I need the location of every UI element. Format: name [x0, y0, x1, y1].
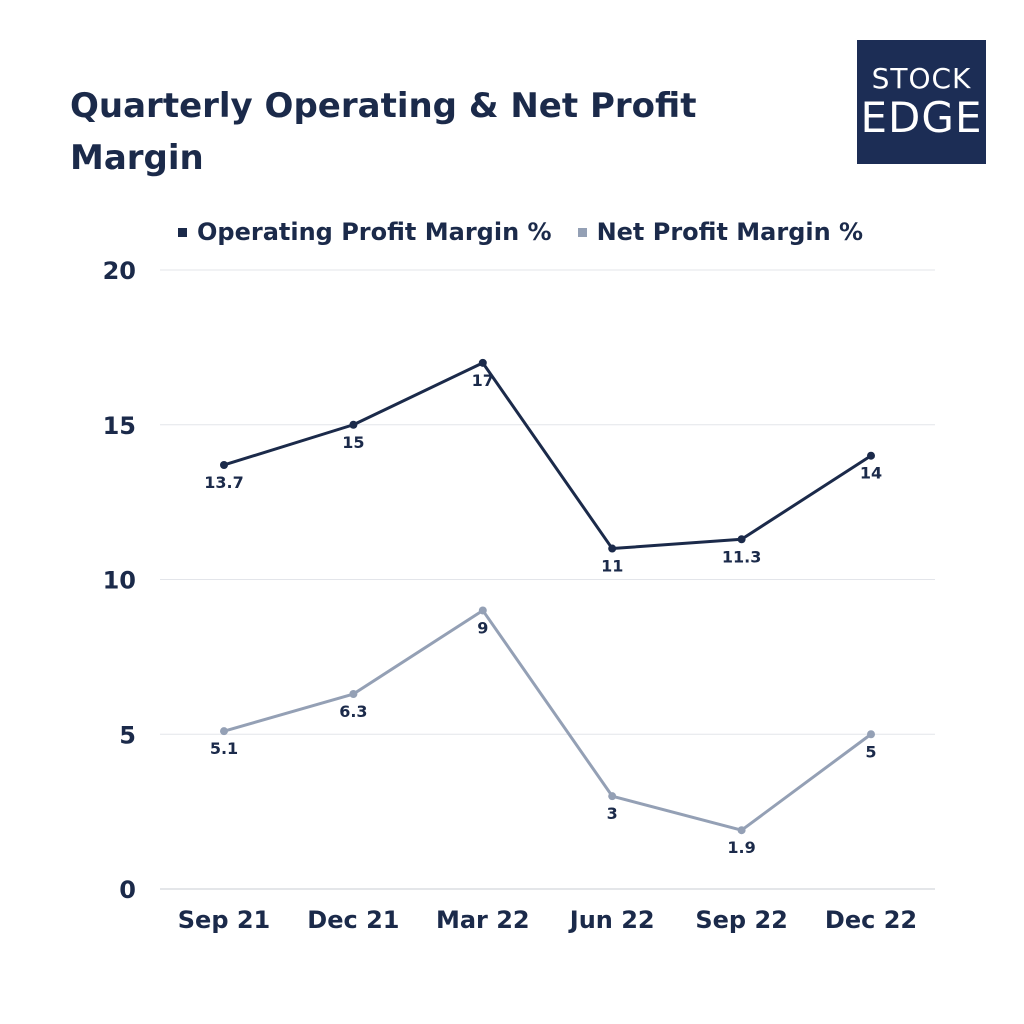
series-line-net — [222, 608, 873, 832]
data-label: 14 — [860, 464, 882, 483]
x-tick-label: Sep 22 — [695, 906, 788, 934]
data-label: 11.3 — [722, 547, 761, 566]
x-tick-label: Dec 22 — [825, 906, 917, 934]
data-label: 9 — [477, 618, 488, 637]
data-label: 11 — [601, 557, 623, 576]
chart-legend: Operating Profit Margin % Net Profit Mar… — [178, 218, 889, 246]
data-label: 6.3 — [339, 702, 367, 721]
legend-item-operating: Operating Profit Margin % — [178, 218, 552, 246]
logo-line-1: STOCK — [871, 62, 972, 95]
y-tick-label: 0 — [119, 876, 136, 904]
x-tick-label: Jun 22 — [568, 906, 655, 934]
legend-swatch-operating — [178, 227, 187, 237]
data-point — [608, 792, 617, 801]
x-tick-label: Dec 21 — [307, 906, 399, 934]
data-point — [478, 358, 487, 367]
data-point — [608, 544, 617, 553]
logo-line-2: EDGE — [860, 93, 983, 142]
data-label: 15 — [342, 433, 364, 452]
chart-title: Quarterly Operating & Net Profit Margin — [70, 86, 697, 178]
data-point — [220, 727, 228, 736]
data-label: 13.7 — [204, 473, 243, 492]
data-label: 5 — [865, 742, 876, 761]
data-point — [737, 535, 746, 544]
y-tick-label: 15 — [103, 412, 136, 440]
data-point — [349, 690, 358, 699]
data-point — [220, 460, 228, 469]
data-point — [737, 826, 746, 835]
y-tick-label: 10 — [103, 567, 136, 595]
data-label: 1.9 — [727, 838, 755, 857]
legend-label-net: Net Profit Margin % — [596, 218, 864, 246]
x-tick-label: Mar 22 — [436, 906, 530, 934]
data-label: 3 — [607, 804, 618, 823]
y-tick-label: 20 — [103, 257, 136, 285]
data-label: 17 — [472, 371, 494, 390]
legend-item-net: Net Profit Margin % — [577, 218, 864, 246]
data-label: 5.1 — [210, 739, 238, 758]
series-line-operating — [222, 361, 873, 551]
data-point — [867, 451, 875, 460]
legend-swatch-net — [577, 227, 587, 237]
data-point — [867, 730, 875, 739]
x-tick-label: Sep 21 — [178, 906, 271, 934]
y-tick-label: 5 — [119, 721, 136, 749]
data-point — [349, 420, 358, 429]
data-point — [478, 606, 487, 615]
legend-label-operating: Operating Profit Margin % — [197, 218, 552, 246]
stockedge-logo: STOCK EDGE — [857, 40, 986, 164]
